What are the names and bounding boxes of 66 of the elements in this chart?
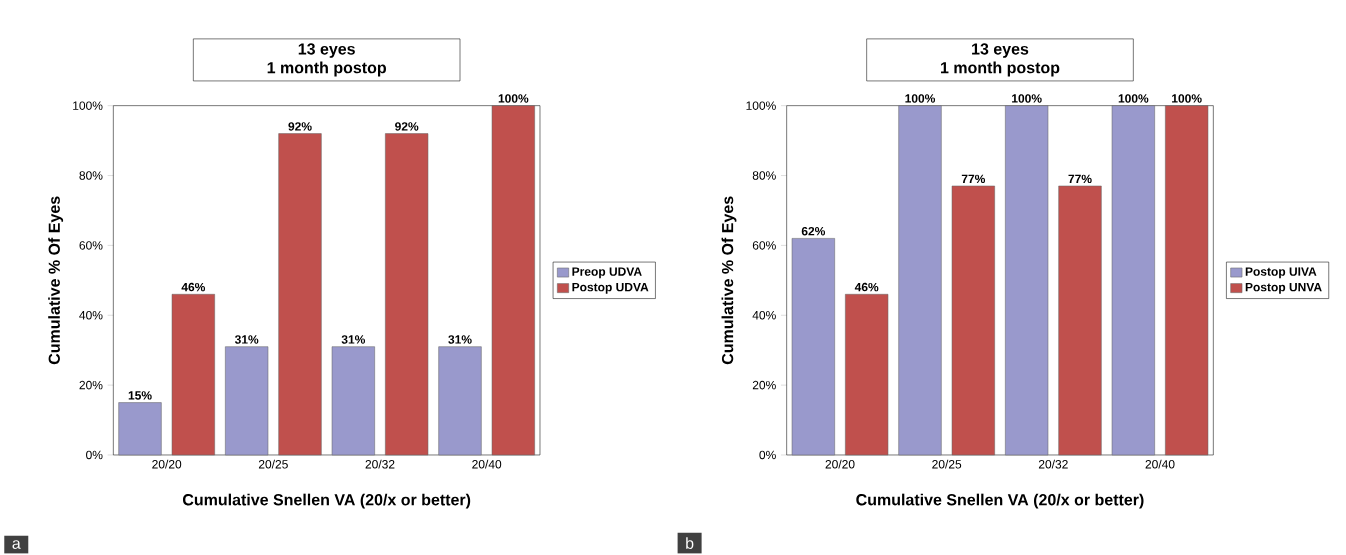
- y-tick-label: 20%: [79, 380, 103, 390]
- bar: [951, 185, 995, 456]
- legend-label: Preop UDVA: [572, 267, 642, 279]
- y-tick-label: 40%: [79, 311, 103, 320]
- y-tick-label: 40%: [752, 311, 776, 320]
- data-label: 100%: [498, 94, 529, 103]
- text: b: [686, 537, 694, 549]
- bar: [1111, 105, 1155, 456]
- x-axis-title: Cumulative Snellen VA (20/x or better): [182, 493, 471, 509]
- bar: [118, 402, 162, 456]
- data-label: 46%: [181, 282, 206, 292]
- bar: [491, 105, 535, 456]
- chart-title: 13 eyes: [972, 43, 1029, 58]
- y-tick-label: 60%: [79, 241, 103, 250]
- y-tick-label: 20%: [752, 380, 776, 390]
- bar: [845, 294, 889, 456]
- y-tick-label: 80%: [752, 171, 776, 180]
- data-label: 46%: [854, 282, 879, 292]
- y-tick-label: 100%: [746, 101, 776, 110]
- data-label: 62%: [801, 226, 826, 236]
- x-tick-label: 20/40: [1145, 459, 1175, 469]
- data-label: 31%: [341, 335, 366, 344]
- bar: [1005, 105, 1049, 456]
- y-axis-title: Cumulative % Of Eyes: [721, 196, 737, 365]
- x-tick-label: 20/20: [152, 459, 182, 469]
- legend-label: Postop UNVA: [1245, 282, 1322, 294]
- y-tick-label: 80%: [79, 171, 103, 180]
- x-tick-label: 20/25: [932, 459, 962, 469]
- text: a: [12, 540, 21, 549]
- data-label: 77%: [961, 174, 986, 184]
- x-tick-label: 20/20: [825, 459, 855, 469]
- y-tick-label: 60%: [752, 241, 776, 250]
- x-tick-label: 20/40: [472, 459, 502, 469]
- bar: [791, 238, 835, 456]
- data-label: 92%: [288, 122, 312, 131]
- data-label: 92%: [395, 122, 419, 131]
- x-tick-label: 20/32: [1038, 459, 1068, 469]
- data-label: 100%: [1172, 94, 1202, 103]
- data-label: 15%: [128, 391, 152, 400]
- bar: [1058, 185, 1102, 456]
- y-tick-label: 100%: [73, 101, 103, 110]
- bar: [438, 346, 482, 456]
- chart-subtitle: 1 month postop: [941, 61, 1060, 77]
- y-tick-label: 0%: [86, 450, 103, 460]
- bar: [1165, 105, 1209, 456]
- data-label: 100%: [1118, 94, 1149, 103]
- chart-subtitle: 1 month postop: [267, 61, 386, 77]
- x-tick-label: 20/32: [365, 459, 395, 469]
- chart-title: 13 eyes: [298, 43, 355, 58]
- x-tick-label: 20/25: [258, 459, 288, 469]
- bar: [225, 346, 269, 456]
- data-label: 100%: [905, 94, 936, 103]
- bar: [171, 294, 215, 456]
- data-label: 77%: [1068, 174, 1092, 184]
- y-tick-label: 0%: [759, 450, 776, 460]
- bar: [898, 105, 942, 456]
- bar: [278, 133, 322, 456]
- x-axis-title: Cumulative Snellen VA (20/x or better): [856, 493, 1144, 509]
- bar: [385, 133, 429, 456]
- bar: [331, 346, 375, 456]
- legend-label: Postop UIVA: [1245, 267, 1317, 279]
- legend-label: Postop UDVA: [572, 282, 649, 294]
- data-label: 100%: [1012, 94, 1042, 103]
- data-label: 31%: [448, 335, 472, 344]
- y-axis-title: Cumulative % Of Eyes: [48, 196, 64, 365]
- data-label: 31%: [234, 335, 259, 344]
